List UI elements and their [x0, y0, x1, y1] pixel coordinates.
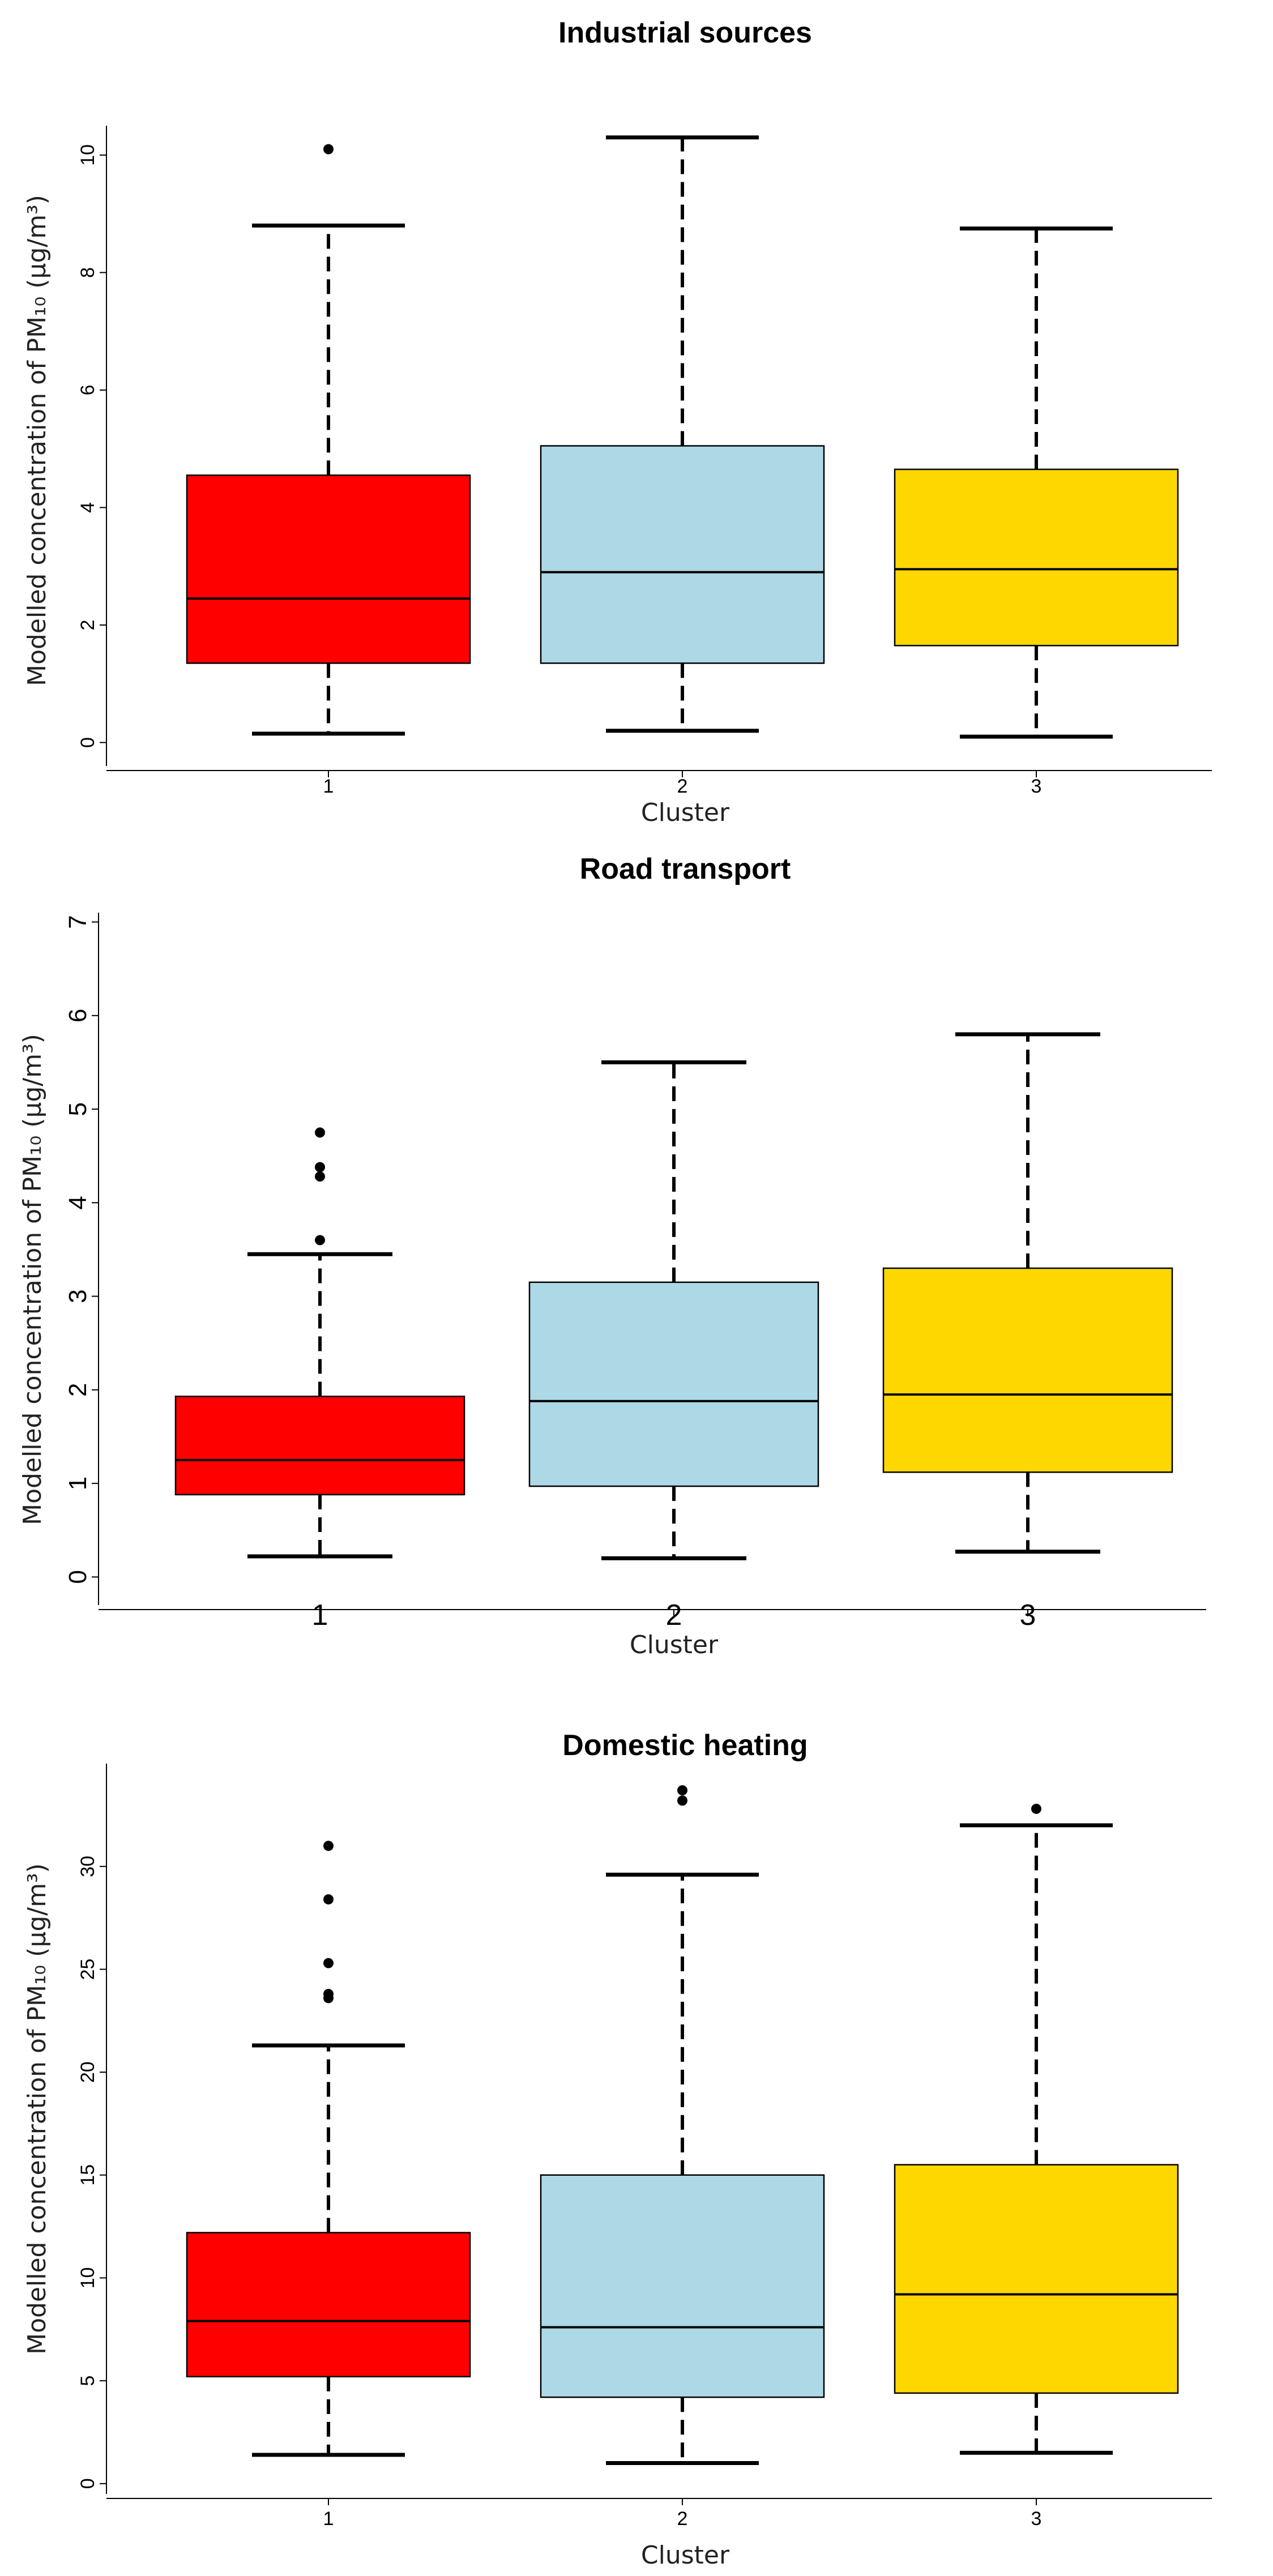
y-tick-label: 15 [77, 2164, 99, 2186]
x-tick-label: 1 [323, 2508, 334, 2530]
x-tick-label: 3 [1031, 776, 1042, 797]
box-cluster-1 [186, 144, 471, 736]
outlier-point [315, 1171, 325, 1182]
outlier-point [315, 1127, 325, 1138]
iqr-box [894, 468, 1179, 647]
x-axis-label: Cluster [641, 798, 730, 827]
outlier-point [1031, 1803, 1041, 1814]
outlier-point [315, 1162, 325, 1173]
y-tick-label: 30 [77, 1856, 99, 1877]
y-tick-label: 5 [77, 2376, 99, 2386]
y-tick-label: 0 [64, 1570, 92, 1584]
box-cluster-1 [186, 1841, 471, 2457]
y-tick-label: 20 [77, 2061, 99, 2083]
y-tick-label: 3 [64, 1289, 92, 1303]
chart-title: Domestic heating [562, 1729, 808, 1762]
y-tick-label: 0 [77, 2478, 99, 2489]
iqr-box [186, 474, 471, 664]
outlier-point [315, 1235, 325, 1246]
x-axis-label: Cluster [630, 1631, 719, 1659]
iqr-box [186, 2232, 471, 2378]
y-tick-label: 6 [77, 384, 99, 395]
y-tick-label: 5 [64, 1102, 92, 1116]
x-tick-label: 3 [1031, 2508, 1042, 2530]
outlier-point [323, 1841, 334, 1851]
x-tick-label: 2 [677, 776, 688, 797]
outlier-point [323, 144, 334, 155]
panel-road-transport: Road transport Modelled concentration of… [18, 853, 1206, 1659]
y-axis-label: Modelled concentration of PM₁₀ (µg/m³) [23, 1863, 52, 2355]
y-tick-label: 6 [64, 1009, 92, 1022]
box-cluster-3 [882, 1032, 1173, 1554]
outlier-point [323, 1894, 334, 1905]
box-cluster-3 [894, 1803, 1179, 2455]
outlier-point [677, 1795, 687, 1806]
y-tick-label: 10 [77, 144, 99, 166]
iqr-box [894, 2164, 1179, 2394]
x-tick-label: 2 [677, 2508, 688, 2530]
y-tick-label: 8 [77, 267, 99, 278]
panel-domestic-heating: Domestic heating Modelled concentration … [23, 1729, 1212, 2570]
outlier-point [323, 1988, 334, 1999]
x-axis-label: Cluster [641, 2541, 730, 2570]
iqr-box [528, 1281, 819, 1487]
outlier-point [323, 1958, 334, 1969]
outlier-point [677, 1785, 687, 1796]
panel-industrial-sources: Industrial sources Modelled concentratio… [23, 16, 1212, 827]
iqr-box [540, 445, 825, 664]
box-cluster-2 [540, 1785, 825, 2465]
y-axis-label: Modelled concentration of PM₁₀ (µg/m³) [18, 1034, 47, 1525]
y-tick-label: 4 [77, 502, 99, 513]
y-tick-label: 10 [77, 2267, 99, 2289]
y-tick-label: 7 [64, 915, 92, 928]
y-tick-label: 1 [64, 1477, 92, 1490]
box-cluster-2 [540, 135, 825, 733]
y-tick-label: 4 [64, 1196, 92, 1209]
iqr-box [882, 1267, 1173, 1473]
chart-title: Industrial sources [558, 16, 812, 49]
y-axis-label: Modelled concentration of PM₁₀ (µg/m³) [23, 195, 52, 686]
x-tick-label: 3 [1020, 1599, 1036, 1632]
box-cluster-3 [894, 226, 1179, 739]
x-tick-label: 2 [666, 1599, 682, 1632]
iqr-box [174, 1396, 465, 1496]
x-tick-label: 1 [312, 1599, 328, 1632]
y-tick-label: 0 [77, 737, 99, 748]
box-cluster-1 [174, 1127, 465, 1559]
box-cluster-2 [528, 1060, 819, 1560]
chart-title: Road transport [580, 853, 791, 885]
y-tick-label: 2 [64, 1383, 92, 1397]
y-tick-label: 2 [77, 620, 99, 631]
x-tick-label: 1 [323, 776, 334, 797]
iqr-box [540, 2174, 825, 2398]
y-tick-label: 25 [77, 1958, 99, 1980]
